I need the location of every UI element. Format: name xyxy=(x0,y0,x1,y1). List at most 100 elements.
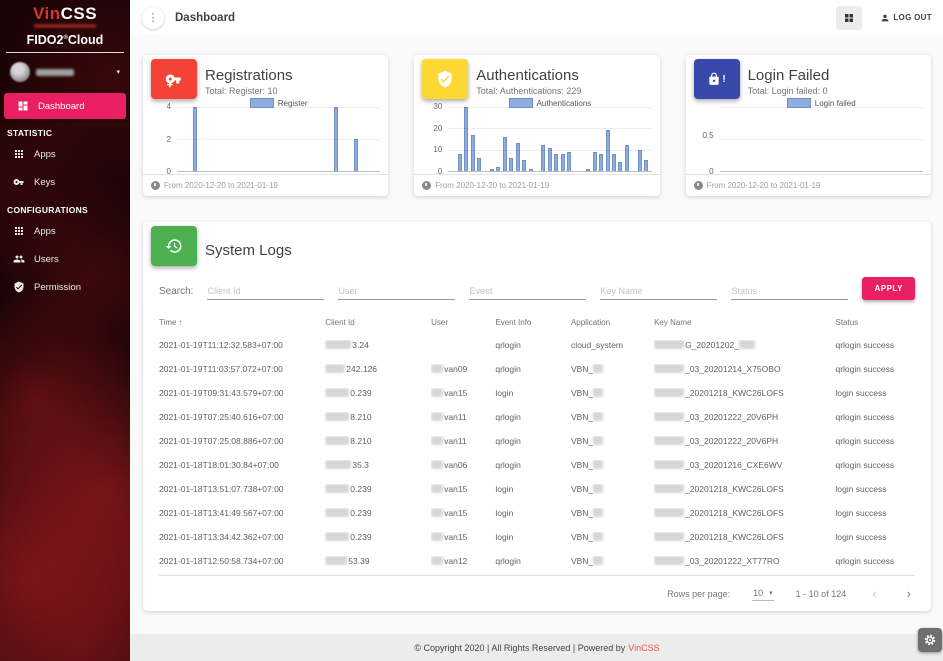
cell-client-id: 0.239 xyxy=(325,532,431,542)
next-page-button[interactable]: › xyxy=(906,586,911,601)
table-row: 2021-01-18T12:50:58.734+07:00 53.39 van12 q… xyxy=(159,549,915,573)
rows-per-page-select[interactable]: 10 ▾ xyxy=(752,586,774,601)
plot-area: Register xyxy=(177,98,381,172)
column-header-application: Application xyxy=(570,318,611,327)
bar-slot xyxy=(333,107,339,171)
bar-slot xyxy=(476,107,482,171)
table-row: 2021-01-19T07:25:40.616+07:00 8.210 van11 q… xyxy=(159,405,915,429)
sidebar-item-label: Users xyxy=(34,253,59,265)
gridline xyxy=(177,139,381,140)
logout-button[interactable]: LOG OUT xyxy=(880,13,932,23)
bar xyxy=(457,153,462,171)
card-header: Login Failed Total: Login failed: 0 xyxy=(686,55,931,96)
cell-status: qrlogin success xyxy=(835,556,895,566)
column-header-event-info: Event Info xyxy=(495,318,532,327)
card-footer: From 2020-12-20 to 2021-01-19 xyxy=(685,174,931,196)
sidebar-item-users[interactable]: Users xyxy=(0,245,130,273)
cell-event-info: qrlogin xyxy=(495,556,521,566)
sidebar-item-keys[interactable]: Keys xyxy=(0,168,130,196)
app-grid-button[interactable] xyxy=(836,5,863,30)
sidebar-item-label: Dashboard xyxy=(38,100,85,112)
redacted-text xyxy=(431,460,444,469)
vertical-dots-icon: ⋮ xyxy=(147,12,159,24)
redacted-text xyxy=(593,412,604,421)
redacted-text xyxy=(654,340,685,349)
event-input[interactable] xyxy=(469,283,587,300)
bar xyxy=(541,145,546,171)
legend-label: Register xyxy=(277,98,308,108)
key-name-input[interactable] xyxy=(600,283,718,300)
y-tick-label: 10 xyxy=(433,145,443,155)
sidebar-item-permission[interactable]: Permission xyxy=(0,273,130,301)
gridline xyxy=(177,107,381,108)
cell-key-name: _20201218_KWC26LOFS xyxy=(654,508,835,518)
redacted-text xyxy=(654,364,685,373)
cell-key-name: G_20201202_ xyxy=(654,340,835,350)
table-pagination: Rows per page: 10 ▾ 1 - 10 of 124 ‹ › xyxy=(159,575,915,611)
cell-event-info: qrlogin xyxy=(495,412,521,422)
cell-user: van11 xyxy=(431,436,495,446)
cell-user: van15 xyxy=(431,532,495,542)
cell-event-info: login xyxy=(495,388,514,398)
bar xyxy=(644,160,649,171)
cell-client-id: 53.39 xyxy=(325,556,431,566)
table-row: 2021-01-18T13:41:49.567+07:00 0.239 van15 l… xyxy=(159,501,915,525)
cell-application: VBN_ xyxy=(571,556,654,566)
column-header-key-name: Key Name xyxy=(654,318,692,327)
y-axis: 4 2 0 xyxy=(151,103,175,176)
bars xyxy=(450,107,649,171)
bar-slot xyxy=(566,107,572,171)
apps-icon xyxy=(15,227,23,236)
bar xyxy=(567,151,572,171)
bar xyxy=(502,136,507,171)
sidebar-item-apps[interactable]: Apps xyxy=(0,217,130,245)
settings-button[interactable] xyxy=(918,628,942,652)
cell-status: qrlogin success xyxy=(835,412,895,422)
sidebar-item-apps[interactable]: Apps xyxy=(0,140,130,168)
cell-application: VBN_ xyxy=(571,460,654,470)
sidebar-divider xyxy=(6,52,124,54)
bar xyxy=(528,168,533,171)
bar xyxy=(605,130,610,171)
bar-slot xyxy=(521,107,527,171)
bar-slot xyxy=(489,107,495,171)
user-input[interactable] xyxy=(338,283,456,300)
bar xyxy=(509,158,514,171)
y-tick-label: 30 xyxy=(433,102,443,111)
cell-user: van09 xyxy=(431,364,495,374)
username-redacted xyxy=(36,68,74,76)
apply-button[interactable]: APPLY xyxy=(862,277,915,300)
client-id-input[interactable] xyxy=(207,283,325,300)
card-header: Registrations Total: Register: 10 xyxy=(143,55,388,96)
sidebar-item-dashboard[interactable]: Dashboard xyxy=(4,93,126,120)
bar-slot xyxy=(559,107,565,171)
user-menu[interactable]: ▾ xyxy=(0,53,130,88)
card-subtitle: Total: Authentications: 229 xyxy=(476,86,582,96)
previous-page-button[interactable]: ‹ xyxy=(872,586,877,601)
status-input[interactable] xyxy=(731,283,849,300)
cell-status: login success xyxy=(835,484,887,494)
bar xyxy=(599,153,604,171)
redacted-text xyxy=(325,460,352,469)
bar xyxy=(496,166,501,171)
bar-slot xyxy=(463,107,469,171)
exclamation-mark: ! xyxy=(722,73,726,85)
column-header-time[interactable]: Time ↑ xyxy=(159,318,183,327)
redacted-text xyxy=(654,484,685,493)
gear-icon xyxy=(924,634,936,646)
registered-mark: ® xyxy=(63,35,68,41)
bar xyxy=(612,153,617,171)
legend: Login failed xyxy=(720,98,923,108)
cell-event-info: qrlogin xyxy=(495,364,521,374)
bar-slot xyxy=(547,107,553,171)
authentications-chart: 30 20 10 0 Authentications xyxy=(422,98,652,175)
bar xyxy=(560,153,565,171)
sidebar-sections: STATISTIC Apps Keys CONFIGURATIONS Apps Users… xyxy=(0,128,130,301)
menu-button[interactable]: ⋮ xyxy=(142,6,164,29)
vincss-link[interactable]: VinCSS xyxy=(628,642,660,653)
redacted-text xyxy=(431,412,444,421)
cell-application: VBN_ xyxy=(571,532,654,542)
cell-client-id: 35.3 xyxy=(325,460,431,470)
